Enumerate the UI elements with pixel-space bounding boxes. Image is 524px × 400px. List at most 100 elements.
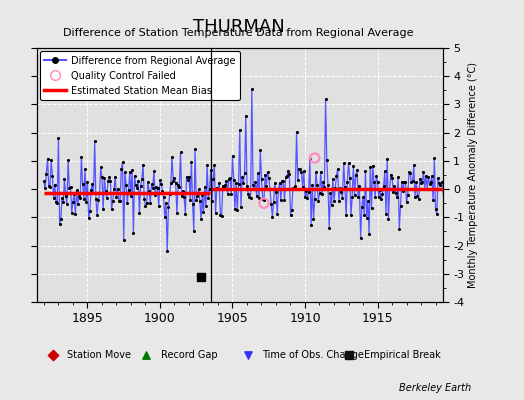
Point	[293, 177, 302, 183]
Point	[277, 197, 285, 203]
Point	[302, 188, 310, 194]
Point	[71, 211, 80, 217]
Point	[345, 352, 354, 358]
Point	[233, 207, 242, 214]
Point	[296, 166, 304, 172]
Point	[54, 135, 63, 142]
Point	[278, 178, 286, 185]
Point	[41, 185, 49, 192]
Point	[325, 224, 333, 231]
Point	[53, 200, 61, 206]
Legend: Difference from Regional Average, Quality Control Failed, Estimated Station Mean: Difference from Regional Average, Qualit…	[40, 51, 240, 100]
Point	[333, 166, 342, 172]
Point	[142, 352, 150, 358]
Point	[241, 170, 249, 177]
Point	[161, 214, 169, 220]
Point	[246, 194, 255, 201]
Text: Empirical Break: Empirical Break	[364, 350, 440, 360]
Point	[284, 168, 292, 174]
Point	[264, 169, 272, 175]
Point	[290, 185, 298, 191]
Point	[79, 181, 87, 187]
Point	[413, 193, 422, 200]
Point	[261, 172, 269, 178]
Point	[354, 194, 363, 201]
Point	[208, 198, 216, 204]
Point	[383, 156, 391, 162]
Point	[167, 180, 175, 186]
Point	[193, 193, 202, 200]
Point	[228, 153, 237, 159]
Point	[194, 186, 203, 192]
Point	[359, 194, 367, 200]
Point	[211, 210, 220, 216]
Point	[47, 157, 56, 164]
Point	[400, 178, 408, 185]
Point	[217, 213, 226, 220]
Point	[443, 164, 452, 170]
Point	[355, 183, 364, 189]
Point	[168, 154, 176, 160]
Point	[162, 200, 170, 206]
Point	[312, 169, 320, 175]
Point	[440, 197, 448, 203]
Point	[445, 182, 453, 188]
Point	[370, 179, 378, 186]
Point	[403, 192, 412, 198]
Point	[164, 204, 172, 210]
Point	[107, 206, 116, 212]
Point	[49, 352, 57, 358]
Point	[182, 173, 191, 180]
Point	[213, 184, 221, 191]
Point	[301, 194, 309, 200]
Point	[89, 190, 97, 197]
Point	[249, 182, 257, 188]
Point	[110, 186, 118, 192]
Point	[309, 216, 318, 222]
Point	[222, 178, 231, 184]
Point	[289, 185, 297, 191]
Point	[332, 173, 341, 179]
Point	[406, 170, 414, 176]
Point	[405, 169, 413, 175]
Point	[280, 197, 289, 203]
Point	[411, 194, 419, 200]
Point	[151, 192, 159, 198]
Point	[40, 178, 48, 185]
Point	[253, 193, 261, 199]
Text: Berkeley Earth: Berkeley Earth	[399, 383, 472, 393]
Point	[232, 180, 241, 186]
Point	[429, 197, 438, 204]
Point	[67, 184, 75, 190]
Point	[236, 127, 244, 133]
Point	[344, 160, 353, 166]
Point	[63, 201, 71, 207]
Point	[387, 172, 395, 178]
Point	[311, 155, 319, 161]
Point	[138, 176, 146, 183]
Point	[382, 210, 390, 217]
Point	[144, 179, 152, 185]
Point	[328, 201, 336, 208]
Point	[410, 162, 418, 168]
Point	[100, 175, 108, 181]
Point	[147, 181, 156, 187]
Point	[360, 212, 368, 218]
Point	[256, 146, 265, 153]
Point	[384, 216, 392, 222]
Point	[335, 198, 343, 204]
Point	[365, 231, 373, 238]
Point	[135, 210, 144, 216]
Point	[219, 183, 227, 190]
Y-axis label: Monthly Temperature Anomaly Difference (°C): Monthly Temperature Anomaly Difference (…	[468, 62, 478, 288]
Point	[425, 181, 434, 187]
Point	[169, 178, 178, 184]
Point	[418, 178, 427, 185]
Point	[61, 193, 70, 200]
Point	[99, 206, 107, 213]
Point	[313, 182, 321, 188]
Point	[422, 172, 430, 179]
Point	[112, 193, 121, 200]
Point	[77, 154, 85, 161]
Point	[171, 180, 180, 186]
